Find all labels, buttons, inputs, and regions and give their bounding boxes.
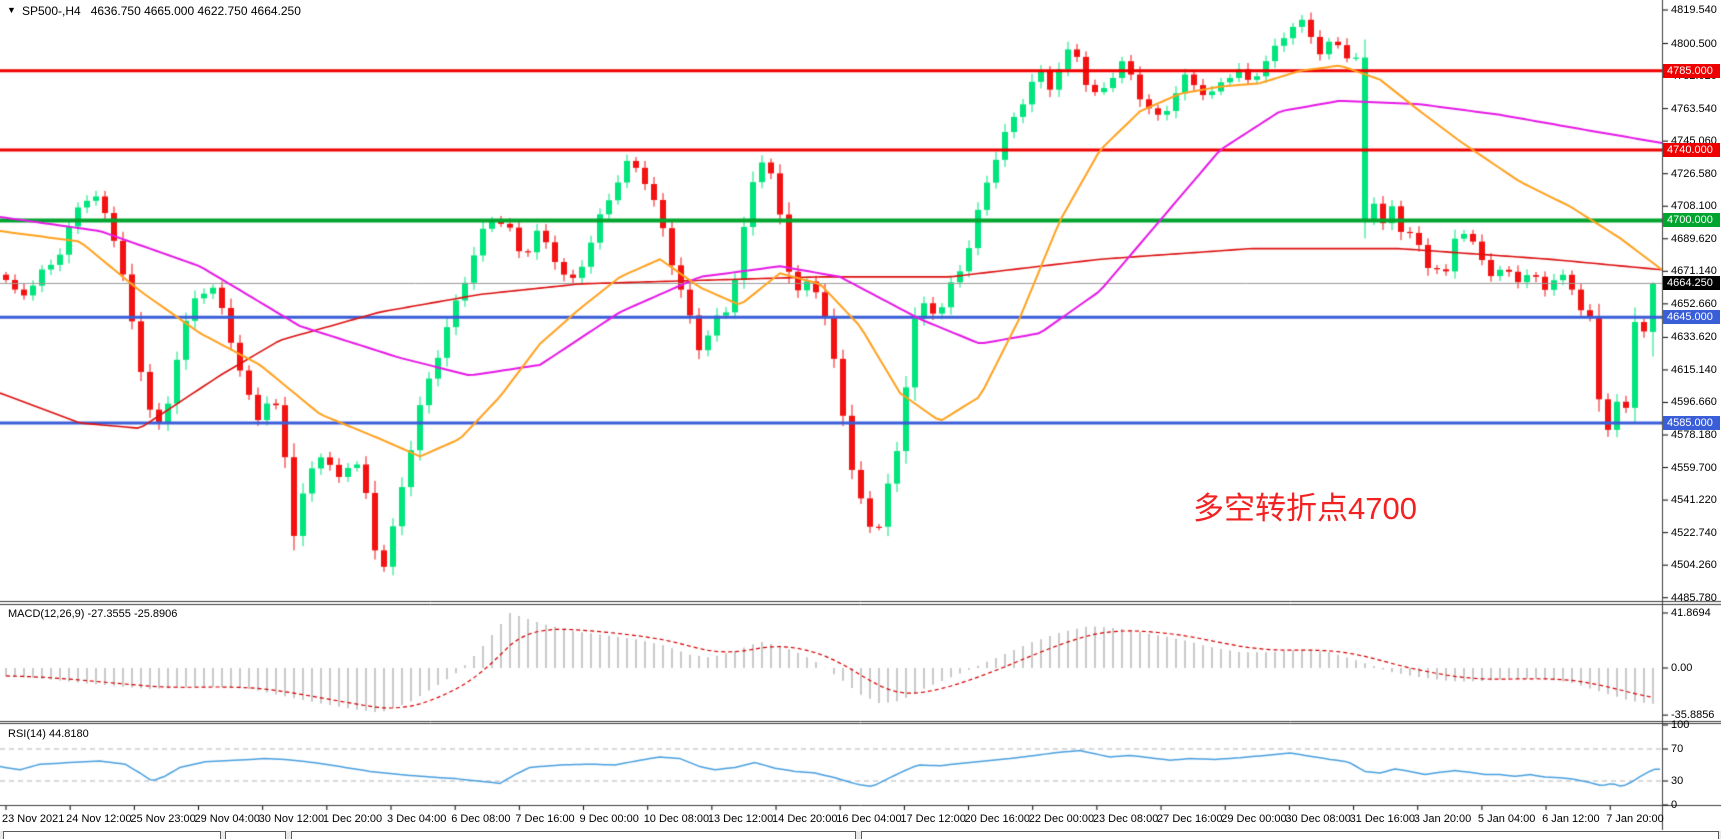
ohlc-values: 4636.750 4665.000 4622.750 4664.250 (90, 4, 301, 18)
date-tick-label: 22 Dec 00:00 (1028, 813, 1095, 825)
price-tick-label: 4671.140 (1671, 265, 1717, 278)
date-tick-label: 25 Nov 23:00 (130, 813, 196, 825)
date-tick-label: 29 Nov 04:00 (194, 813, 260, 825)
date-tick-label: 9 Dec 00:00 (579, 813, 639, 825)
date-tick-label: 17 Dec 12:00 (900, 813, 966, 825)
rsi-tick-label: 70 (1671, 743, 1684, 755)
date-tick-label: 20 Dec 16:00 (964, 813, 1030, 825)
date-tick-label: 29 Dec 00:00 (1221, 813, 1287, 825)
date-tick-label: 23 Dec 08:00 (1092, 813, 1159, 825)
chart-title: SP500-,H4 4636.750 4665.000 4622.750 4664… (22, 4, 301, 18)
level-price-badge: 4785.000 (1663, 63, 1720, 78)
macd-indicator-label: MACD(12,26,9) -27.3555 -25.8906 (8, 608, 178, 620)
date-tick-label: 3 Jan 20:00 (1413, 813, 1472, 825)
price-tick-label: 4726.580 (1671, 167, 1717, 180)
date-tick-label: 14 Dec 20:00 (772, 813, 838, 825)
price-tick-label: 4689.620 (1671, 232, 1717, 245)
date-tick-label: 5 Jan 04:00 (1477, 813, 1536, 825)
date-tick-label: 1 Dec 20:00 (322, 813, 383, 825)
date-tick-label: 3 Dec 04:00 (387, 813, 447, 825)
chart-tab-3[interactable] (291, 831, 856, 839)
current-price-badge: 4664.250 (1663, 276, 1720, 291)
price-tick-label: 4504.260 (1671, 559, 1717, 572)
symbol-timeframe: SP500-,H4 (22, 4, 81, 18)
date-tick-label: 10 Dec 08:00 (643, 813, 710, 825)
date-tick-label: 16 Dec 04:00 (836, 813, 902, 825)
chart-tab-4[interactable] (861, 831, 1719, 839)
date-tick-label: 7 Dec 16:00 (515, 813, 575, 825)
chart-text-annotation: 多空转折点4700 (1193, 491, 1417, 526)
date-tick-label: 27 Dec 16:00 (1157, 813, 1223, 825)
price-tick-label: 4819.540 (1671, 4, 1717, 16)
chart-tab-1[interactable] (3, 831, 221, 839)
price-tick-label: 4615.140 (1671, 363, 1717, 376)
date-tick-label: 6 Jan 12:00 (1542, 813, 1600, 825)
macd-tick-label: 41.8694 (1671, 607, 1711, 619)
level-price-badge: 4740.000 (1663, 143, 1720, 158)
date-tick-label: 6 Dec 08:00 (451, 813, 511, 825)
date-tick-label: 24 Nov 12:00 (66, 813, 132, 825)
macd-tick-label: -35.8856 (1671, 709, 1715, 722)
price-tick-label: 4522.740 (1671, 526, 1717, 539)
rsi-tick-label: 0 (1671, 799, 1678, 811)
price-tick-label: 4708.100 (1671, 200, 1717, 213)
chart-dropdown-icon[interactable]: ▼ (7, 5, 16, 15)
price-tick-label: 4541.220 (1671, 494, 1717, 507)
chart-tab-bar (0, 831, 1721, 839)
level-price-badge: 4700.000 (1663, 213, 1720, 228)
price-tick-label: 4559.700 (1671, 461, 1717, 474)
chart-tab-2[interactable] (225, 831, 286, 839)
price-tick-label: 4763.540 (1671, 102, 1717, 115)
date-tick-label: 30 Dec 08:00 (1285, 813, 1351, 825)
price-tick-label: 4652.660 (1671, 297, 1717, 310)
price-tick-label: 4800.500 (1671, 37, 1717, 50)
date-tick-label: 31 Dec 16:00 (1349, 813, 1415, 825)
price-tick-label: 4596.660 (1671, 396, 1717, 409)
price-tick-label: 4578.180 (1671, 429, 1717, 441)
level-price-badge: 4645.000 (1663, 310, 1720, 325)
macd-tick-label: 0.00 (1671, 662, 1693, 674)
date-tick-label: 30 Nov 12:00 (258, 813, 325, 825)
date-tick-label: 7 Jan 20:00 (1606, 813, 1664, 825)
rsi-indicator-label: RSI(14) 44.8180 (8, 728, 89, 740)
rsi-tick-label: 30 (1671, 775, 1684, 787)
date-tick-label: 13 Dec 12:00 (707, 813, 774, 825)
rsi-tick-label: 100 (1671, 719, 1690, 731)
date-tick-label: 23 Nov 2021 (2, 813, 65, 825)
price-tick-label: 4633.620 (1671, 331, 1717, 344)
level-price-badge: 4585.000 (1663, 416, 1720, 430)
price-tick-label: 4485.780 (1671, 591, 1717, 604)
